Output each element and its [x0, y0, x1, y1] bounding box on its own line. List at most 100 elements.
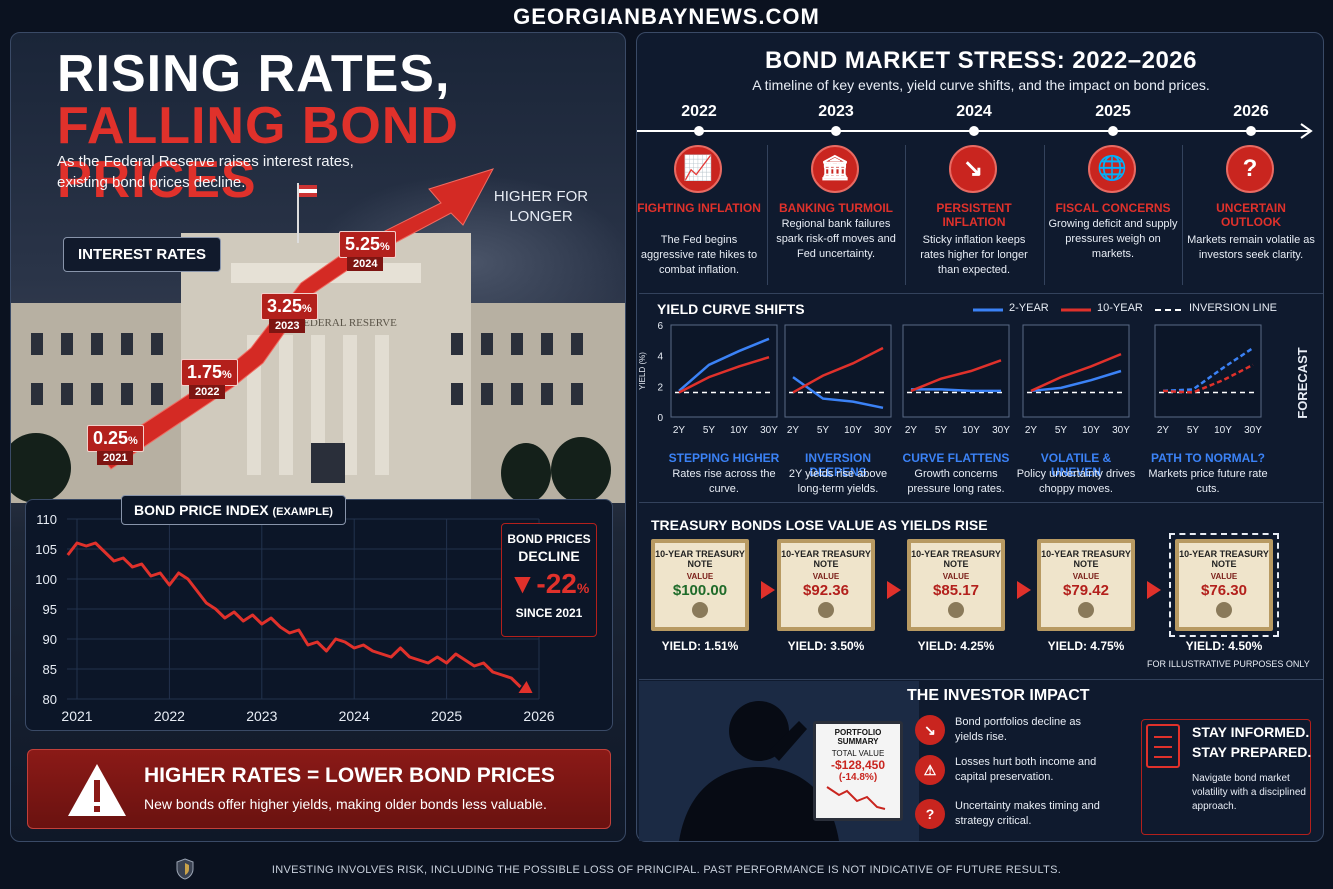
note-yield: YIELD: 4.25% — [917, 639, 995, 653]
yield-panel-caption: PATH TO NORMAL? — [1151, 451, 1265, 465]
event-description: The Fed begins aggressive rate hikes to … — [640, 234, 758, 276]
y-tick-label: 4 — [657, 352, 663, 363]
event-title: FISCAL CONCERNS — [1055, 201, 1171, 215]
forecast-label: FORECAST — [1295, 347, 1310, 419]
timeline-year: 2024 — [956, 103, 992, 120]
y-tick-label: 80 — [43, 692, 57, 707]
y-axis-label: YIELD (%) — [638, 352, 647, 390]
globe-icon: 🌐 — [1088, 145, 1136, 193]
yield-panel-caption: STEPPING HIGHER — [668, 451, 780, 465]
x-tick-label: 5Y — [935, 425, 948, 436]
interest-rates-badge: INTEREST RATES — [63, 237, 222, 272]
timeline-dot — [969, 126, 979, 136]
column — [343, 335, 357, 475]
yield-panel-description: Rates rise across the curve. — [672, 468, 776, 495]
y-tick-label: 100 — [35, 572, 57, 587]
y-tick-label: 105 — [35, 542, 57, 557]
trend-down-icon: ↘ — [949, 145, 997, 193]
x-tick-label: 30Y — [1244, 425, 1262, 436]
x-tick-label: 10Y — [730, 425, 748, 436]
note-value: $76.30 — [1201, 582, 1247, 599]
portfolio-title: PORTFOLIO SUMMARY — [834, 728, 882, 746]
seal-icon — [692, 602, 708, 618]
y-tick-label: 110 — [36, 512, 57, 527]
x-tick-label: 2026 — [523, 708, 554, 724]
yield-curve-title: YIELD CURVE SHIFTS — [657, 301, 805, 317]
investor-impact-section — [639, 679, 1323, 841]
event-title: UNCERTAIN OUTLOOK — [1216, 201, 1286, 229]
note-yield: YIELD: 4.75% — [1047, 639, 1125, 653]
timeline-separator — [905, 145, 906, 285]
rate-label-2024: 5.25% — [339, 231, 396, 258]
note-value-label: VALUE — [686, 572, 714, 581]
note-value: $79.42 — [1063, 582, 1109, 599]
tree — [501, 443, 551, 503]
warning-title: HIGHER RATES = LOWER BOND PRICES — [144, 764, 555, 787]
building-door — [311, 443, 345, 483]
decline-percent: ▼-22% — [508, 568, 590, 599]
column — [279, 335, 293, 475]
yield-panel-description: Markets price future rate cuts. — [1148, 468, 1268, 495]
rate-year-2021: 2021 — [97, 451, 134, 465]
x-tick-label: 10Y — [962, 425, 980, 436]
yield-panel-description: Growth concerns pressure long rates. — [907, 468, 1005, 495]
stay-informed: STAY INFORMED. — [1192, 724, 1310, 740]
main-title-line2: FALLING BOND PRICES — [57, 97, 459, 209]
note-name: 10-YEAR TREASURY NOTE — [1041, 549, 1131, 569]
y-tick-label: 85 — [43, 662, 57, 677]
legend-10y-swatch — [1061, 308, 1091, 312]
x-tick-label: 2024 — [339, 708, 370, 724]
question-icon: ? — [1226, 145, 1274, 193]
timeline-dot — [694, 126, 704, 136]
timeline-year: 2025 — [1095, 103, 1131, 120]
timeline-subtitle: A timeline of key events, yield curve sh… — [752, 77, 1210, 93]
left-panel: FEDERAL RESERVE RISING RATES, FALLING BO… — [10, 32, 626, 842]
main-subtitle: As the Federal Reserve raises interest r… — [57, 153, 354, 191]
note-value: $92.36 — [803, 582, 849, 599]
series-10y-line — [678, 356, 770, 394]
tree — [551, 437, 611, 503]
treasury-note-card: 10-YEAR TREASURY NOTE VALUE $100.00 — [651, 539, 749, 631]
x-tick-label: 30Y — [874, 425, 892, 436]
note-value-label: VALUE — [1072, 572, 1100, 581]
us-flag-icon — [299, 185, 317, 197]
timeline-year: 2023 — [818, 103, 854, 120]
x-tick-label: 10Y — [1214, 425, 1232, 436]
treasury-note-card: 10-YEAR TREASURY NOTE VALUE $76.30 — [1175, 539, 1273, 631]
warning-icon: ⚠ — [915, 755, 945, 785]
x-tick-label: 2Y — [905, 425, 918, 436]
impact-text: Uncertainty makes timing and strategy cr… — [955, 800, 1100, 827]
event-title: FIGHTING INFLATION — [637, 201, 761, 215]
legend-10y: 10-YEAR — [1097, 302, 1143, 314]
x-tick-label: 2Y — [673, 425, 686, 436]
x-tick-label: 5Y — [703, 425, 716, 436]
yield-panel-caption: CURVE FLATTENS — [902, 451, 1010, 465]
x-tick-label: 30Y — [992, 425, 1010, 436]
site-title: GEORGIANBAYNEWS.COM — [513, 4, 820, 29]
note-value-label: VALUE — [942, 572, 970, 581]
x-tick-label: 2Y — [787, 425, 800, 436]
x-tick-label: 2023 — [246, 708, 277, 724]
bond-price-index-chart: 80 85 90 95 100 105 110 2021 2022 2023 2024 2025 202… — [35, 512, 554, 724]
portfolio-trend-down-icon — [826, 786, 886, 810]
note-name: 10-YEAR TREASURY NOTE — [911, 549, 1001, 569]
flagpole — [297, 183, 299, 243]
timeline-dot — [831, 126, 841, 136]
warning-icon — [68, 764, 126, 816]
note-name: 10-YEAR TREASURY NOTE — [655, 549, 745, 569]
x-tick-label: 2025 — [431, 708, 462, 724]
treasury-title: TREASURY BONDS LOSE VALUE AS YIELDS RISE — [651, 517, 988, 533]
chart-up-icon: 📈 — [674, 145, 722, 193]
x-tick-label: 2022 — [154, 708, 185, 724]
series-2y-line — [792, 376, 884, 410]
series-2y-line — [678, 337, 770, 392]
investor-impact-title: THE INVESTOR IMPACT — [907, 687, 1090, 704]
series-10y-line — [1030, 352, 1122, 393]
trend-down-icon: ↘ — [915, 715, 945, 745]
y-tick-label: 0 — [657, 413, 663, 424]
disclaimer: INVESTING INVOLVES RISK, INCLUDING THE P… — [271, 864, 1062, 876]
impact-text: Losses hurt both income and capital pres… — [955, 756, 1097, 783]
stay-prepared: STAY PREPARED. — [1192, 744, 1312, 760]
series-2y-line — [1162, 346, 1254, 393]
stay-informed-box — [1141, 719, 1311, 835]
